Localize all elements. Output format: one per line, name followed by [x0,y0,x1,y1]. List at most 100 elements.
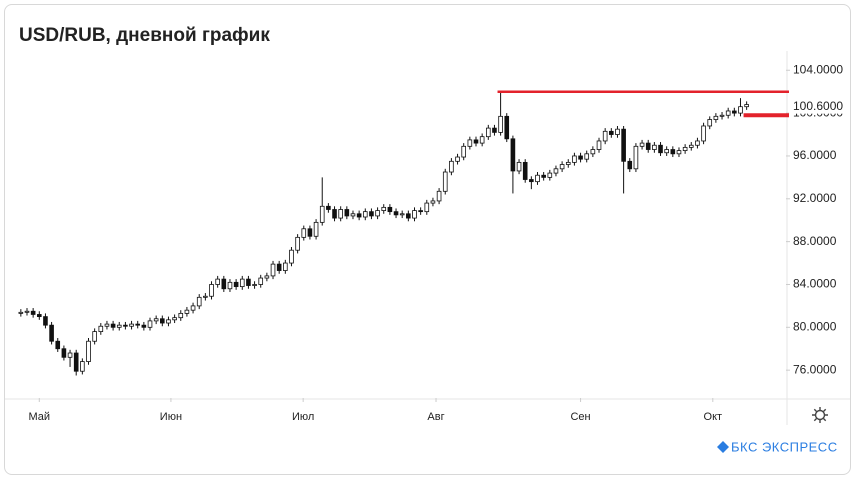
candle-body [92,331,97,342]
candle-body [172,317,177,321]
candle-body [283,262,288,271]
card: USD/RUB, дневной график БКС ЭКСПРЕСС 76.… [4,4,851,475]
candle-body [350,213,356,217]
candle-body [713,115,719,120]
y-tick-label: 84.0000 [793,277,837,291]
candle-body [258,277,264,285]
candle-body [178,312,184,319]
candle-body [615,128,620,135]
candle-body [584,153,590,160]
candle-body [227,281,233,290]
candle-body [436,190,442,202]
candle-body [147,320,153,328]
candle-body [276,263,282,271]
candle-body [732,110,737,114]
candle-body [541,174,546,178]
candle-body [485,127,491,138]
candle-body [153,318,159,322]
candle-body [504,115,510,140]
x-tick-label: Авг [427,411,444,423]
candle-body [30,310,36,315]
candle-body [67,352,73,358]
candle-body [338,209,343,219]
candle-body [670,149,676,155]
candle-body [676,150,682,155]
candle-body [233,281,239,288]
price-label: 100.6000 [793,99,843,113]
candle-body [36,314,42,318]
candle-body [215,278,220,285]
candle-body [24,310,30,313]
candle-body [572,155,577,163]
y-tick-label: 80.0000 [793,319,837,333]
candle-body [627,160,633,170]
candle-body [135,323,141,326]
candle-body [688,144,694,148]
y-tick-label: 92.0000 [793,191,837,205]
y-tick-label: 104.0000 [793,62,843,76]
candle-body [381,206,387,211]
candle-body [633,145,639,170]
candle-body [129,323,134,327]
candle-body [645,142,651,150]
candle-body [707,119,713,127]
candle-body [559,164,565,170]
candle-body [61,348,67,358]
y-tick-label: 96.0000 [793,148,837,162]
candle-body [196,296,202,307]
candle-body [529,179,534,183]
candle-body [498,115,503,133]
brand-logo [717,441,729,453]
candle-body [344,209,350,217]
candle-body [738,106,743,114]
candle-body [123,324,128,327]
candle-body [516,161,522,172]
candle-body [682,146,688,152]
candle-body [80,361,85,372]
candle-body [301,228,307,238]
candle-body [565,161,571,165]
candle-body [166,319,171,324]
chart-title: USD/RUB, дневной график [19,25,270,46]
price-label-bg [789,98,849,114]
candle-body [449,160,454,173]
candle-body [744,104,749,108]
candle-body [362,211,368,218]
candle-body [399,213,405,216]
candle-body [430,200,436,204]
candle-body [664,149,669,154]
x-tick-label: Июн [160,411,182,423]
candle-body [387,206,393,213]
candle-body [602,130,608,142]
candle-body [73,352,79,372]
candle-body [639,142,645,147]
candle-body [719,114,725,117]
candle-body [492,127,497,133]
x-tick-label: Окт [704,411,723,423]
candle-body [369,211,374,217]
candle-body [522,161,528,180]
candle-body [160,318,165,324]
candle-body [510,138,516,172]
candle-body [239,278,245,288]
candle-body [313,221,319,237]
x-tick-label: Сен [570,411,590,423]
candle-body [104,323,110,327]
x-tick-label: Июл [292,411,314,423]
candle-body [621,128,626,162]
candle-body [658,144,663,154]
candle-body [221,278,227,290]
candle-body [332,209,337,219]
candle-body [209,284,214,297]
settings-icon[interactable] [812,407,828,423]
candle-body [289,249,294,264]
y-tick-label: 88.0000 [793,234,837,248]
candle-body [295,236,300,251]
candle-body [455,156,460,162]
candle-body [55,340,61,350]
candle-body [596,140,602,150]
brand: БКС ЭКСПРЕСС [731,439,838,454]
candle-body [406,213,411,219]
candle-body [246,278,251,286]
candle-body [252,284,257,286]
